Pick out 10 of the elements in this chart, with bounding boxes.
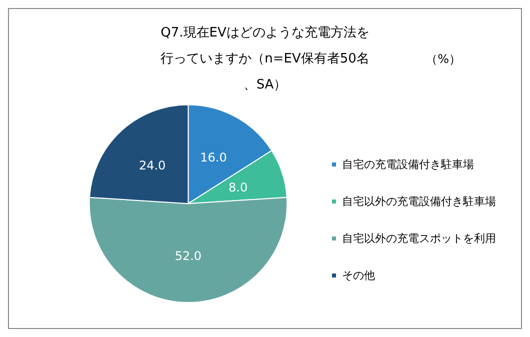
chart-title: Q7.現在EVはどのような充電方法を行っていますか（n=EV保有者50名、SA） (160, 24, 370, 92)
legend-label: 自宅の充電設備付き駐車場 (342, 158, 474, 171)
legend-label: 自宅以外の充電スポットを利用 (342, 232, 496, 245)
data-label: 24.0 (138, 158, 166, 172)
legend-label: 自宅以外の充電設備付き駐車場 (342, 195, 496, 208)
data-label: 52.0 (174, 249, 202, 264)
legend-label: その他 (342, 269, 375, 282)
text: （%） (426, 52, 462, 66)
data-label: 8.0 (228, 180, 248, 194)
data-label: 16.0 (200, 150, 227, 165)
